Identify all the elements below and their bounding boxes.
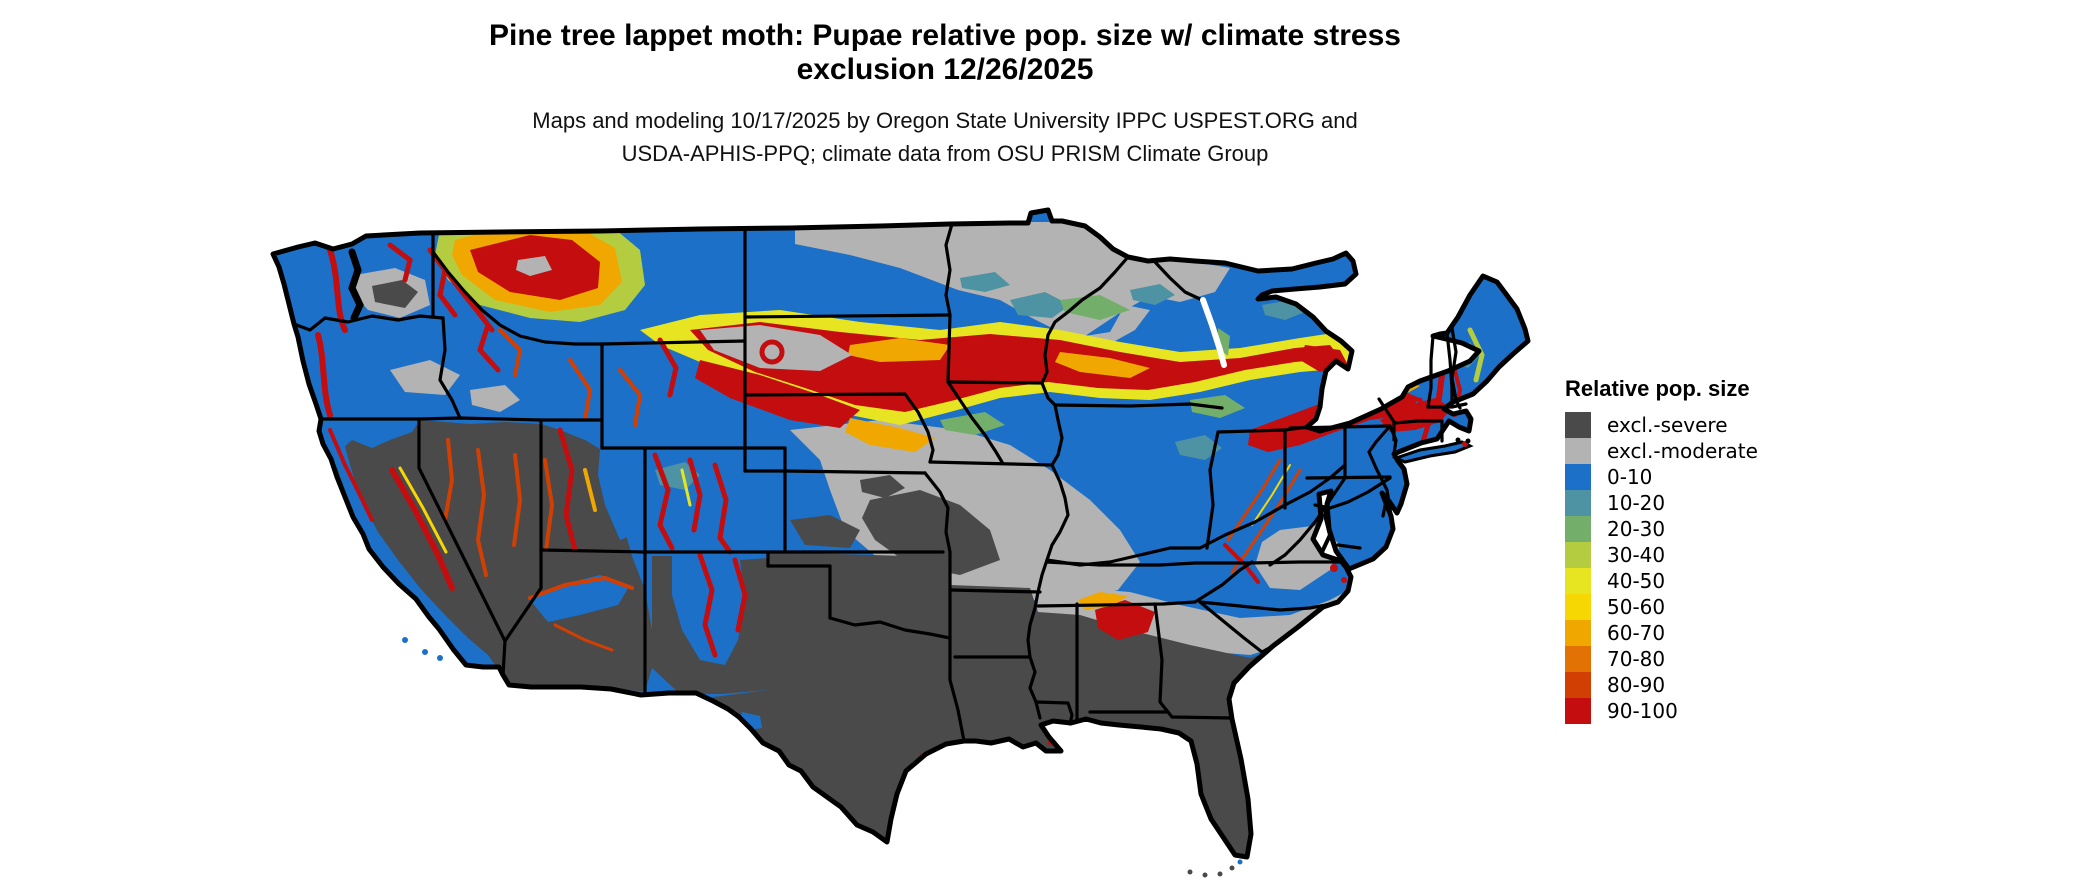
legend-label: 0-10 bbox=[1607, 465, 1653, 489]
florida-keys bbox=[1187, 859, 1243, 878]
us-outline bbox=[270, 207, 1531, 860]
legend-label: 90-100 bbox=[1607, 699, 1678, 723]
legend-swatch bbox=[1565, 438, 1591, 464]
legend-swatch bbox=[1565, 620, 1591, 646]
legend-swatch bbox=[1565, 568, 1591, 594]
legend-label: excl.-moderate bbox=[1607, 439, 1758, 463]
legend-label: 60-70 bbox=[1607, 621, 1666, 645]
green-bay bbox=[1200, 297, 1227, 368]
legend-title: Relative pop. size bbox=[1565, 376, 1750, 401]
chesapeake-bay bbox=[1320, 493, 1333, 554]
islands bbox=[402, 437, 1474, 878]
map-title-line2: exclusion 12/26/2025 bbox=[796, 53, 1094, 86]
legend-label: 50-60 bbox=[1607, 595, 1666, 619]
legend: Relative pop. size excl.-severe excl.-mod… bbox=[1565, 376, 1758, 724]
teal-green-accents bbox=[655, 272, 1480, 490]
legend-swatch bbox=[1565, 516, 1591, 542]
legend-item: 40-50 bbox=[1565, 568, 1758, 594]
legend-item: 70-80 bbox=[1565, 646, 1758, 672]
puget-sound bbox=[348, 248, 364, 322]
legend-swatch bbox=[1565, 464, 1591, 490]
legend-swatch bbox=[1565, 672, 1591, 698]
channel-islands bbox=[402, 637, 443, 661]
legend-label: 30-40 bbox=[1607, 543, 1666, 567]
legend-label: 70-80 bbox=[1607, 647, 1666, 671]
long-island bbox=[1391, 440, 1474, 464]
map-subtitle-line2: USDA-APHIS-PPQ; climate data from OSU PR… bbox=[621, 141, 1269, 166]
map-title-line1: Pine tree lappet moth: Pupae relative po… bbox=[489, 19, 1401, 52]
legend-swatch bbox=[1565, 646, 1591, 672]
legend-item: 80-90 bbox=[1565, 672, 1758, 698]
legend-item: 50-60 bbox=[1565, 594, 1758, 620]
legend-item: 90-100 bbox=[1565, 698, 1758, 724]
legend-label: 40-50 bbox=[1607, 569, 1666, 593]
legend-label: 20-30 bbox=[1607, 517, 1666, 541]
legend-item: excl.-moderate bbox=[1565, 438, 1758, 464]
western-ridges bbox=[315, 242, 785, 658]
legend-item: 0-10 bbox=[1565, 464, 1758, 490]
legend-swatch bbox=[1565, 490, 1591, 516]
legend-item: 60-70 bbox=[1565, 620, 1758, 646]
legend-item: 10-20 bbox=[1565, 490, 1758, 516]
state-borders bbox=[292, 222, 1468, 743]
legend-swatch bbox=[1565, 412, 1591, 438]
legend-item: 20-30 bbox=[1565, 516, 1758, 542]
map-subtitle-line1: Maps and modeling 10/17/2025 by Oregon S… bbox=[532, 108, 1358, 133]
legend-item: 30-40 bbox=[1565, 542, 1758, 568]
raster-layer bbox=[273, 210, 1528, 857]
legend-swatch bbox=[1565, 594, 1591, 620]
legend-swatch bbox=[1565, 698, 1591, 724]
legend-item: excl.-severe bbox=[1565, 412, 1758, 438]
header: Pine tree lappet moth: Pupae relative po… bbox=[0, 16, 1890, 170]
montana-hotspot bbox=[435, 212, 645, 322]
legend-swatch bbox=[1565, 542, 1591, 568]
legend-label: 80-90 bbox=[1607, 673, 1666, 697]
legend-label: 10-20 bbox=[1607, 491, 1666, 515]
legend-label: excl.-severe bbox=[1607, 413, 1728, 437]
legend-items: excl.-severe excl.-moderate 0-10 10-20 20-30… bbox=[1565, 412, 1758, 724]
water-features bbox=[348, 248, 1333, 554]
cornbelt-band bbox=[640, 310, 1355, 452]
